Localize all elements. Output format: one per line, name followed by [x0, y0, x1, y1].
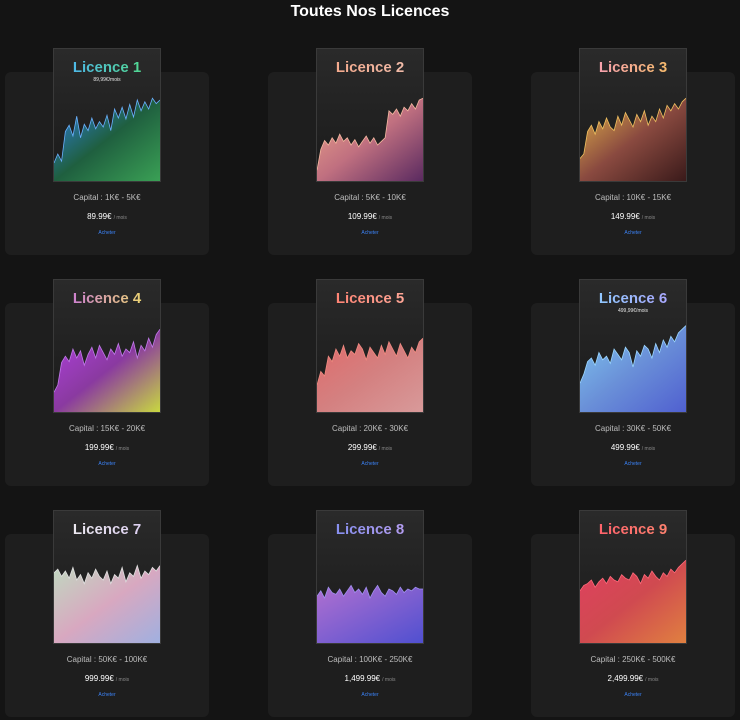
price-value: 299.99€ — [347, 443, 377, 452]
license-name: Licence 7 — [54, 521, 160, 539]
license-area-chart — [54, 49, 160, 181]
license-thumbnail: Licence 3 — [579, 48, 687, 182]
license-capital: Capital : 10K€ - 15K€ — [594, 193, 672, 202]
license-name: Licence 6 — [580, 290, 686, 308]
license-thumbnail: Licence 5 — [316, 279, 424, 413]
buy-button[interactable]: Acheter — [361, 230, 379, 236]
license-capital: Capital : 5K€ - 10K€ — [334, 193, 406, 202]
license-area-chart — [317, 511, 423, 643]
license-name: Licence 2 — [317, 59, 423, 77]
license-area-chart — [317, 49, 423, 181]
license-name: Licence 3 — [580, 59, 686, 77]
price-period: / mois — [645, 677, 659, 683]
series-line — [54, 328, 160, 393]
license-area-chart — [580, 511, 686, 643]
license-capital: Capital : 50K€ - 100K€ — [66, 655, 148, 664]
price-value: 1,499.99€ — [344, 674, 381, 683]
license-price: 299.99€ / mois — [268, 443, 472, 452]
license-subtitle: 499,99€/mois — [617, 308, 649, 314]
buy-button[interactable]: Acheter — [98, 692, 116, 698]
buy-button[interactable]: Acheter — [624, 692, 642, 698]
page-title: Toutes Nos Licences — [290, 3, 450, 20]
license-price: 2,499.99€ / mois — [531, 674, 735, 683]
license-thumbnail: Licence 1 89,99€/mois — [53, 48, 161, 182]
license-name: Licence 9 — [580, 521, 686, 539]
series-area — [580, 560, 686, 643]
series-area — [317, 98, 423, 181]
buy-button[interactable]: Acheter — [624, 461, 642, 467]
series-area — [54, 329, 160, 412]
license-price: 109.99€ / mois — [268, 212, 472, 221]
price-value: 2,499.99€ — [607, 674, 644, 683]
series-line — [317, 337, 423, 386]
series-line — [580, 97, 686, 159]
license-name: Licence 5 — [317, 290, 423, 308]
license-name: Licence 1 — [54, 59, 160, 77]
license-thumbnail: Licence 2 — [316, 48, 424, 182]
price-value: 89.99€ — [87, 212, 112, 221]
series-line — [580, 559, 686, 592]
buy-button[interactable]: Acheter — [98, 461, 116, 467]
license-area-chart — [54, 280, 160, 412]
price-period: / mois — [382, 677, 396, 683]
series-area — [580, 325, 686, 412]
license-area-chart — [54, 511, 160, 643]
price-value: 999.99€ — [84, 674, 114, 683]
series-line — [54, 564, 160, 585]
license-area-chart — [580, 280, 686, 412]
license-capital: Capital : 250K€ - 500K€ — [590, 655, 676, 664]
license-thumbnail: Licence 9 — [579, 510, 687, 644]
series-line — [317, 584, 423, 599]
license-capital: Capital : 30K€ - 50K€ — [594, 424, 672, 433]
buy-button[interactable]: Acheter — [361, 461, 379, 467]
license-name: Licence 8 — [317, 521, 423, 539]
license-name: Licence 4 — [54, 290, 160, 308]
license-capital: Capital : 100K€ - 250K€ — [327, 655, 413, 664]
license-price: 999.99€ / mois — [5, 674, 209, 683]
series-area — [54, 98, 160, 181]
series-line — [580, 325, 686, 384]
price-value: 109.99€ — [347, 212, 377, 221]
price-value: 199.99€ — [84, 443, 114, 452]
license-price: 199.99€ / mois — [5, 443, 209, 452]
license-thumbnail: Licence 7 — [53, 510, 161, 644]
price-period: / mois — [641, 446, 656, 452]
buy-button[interactable]: Acheter — [98, 230, 116, 236]
license-price: 149.99€ / mois — [531, 212, 735, 221]
series-area — [54, 565, 160, 643]
license-capital: Capital : 15K€ - 20K€ — [68, 424, 146, 433]
license-area-chart — [317, 280, 423, 412]
license-price: 89.99€ / mois — [5, 212, 209, 221]
license-price: 499.99€ / mois — [531, 443, 735, 452]
license-area-chart — [580, 49, 686, 181]
price-value: 149.99€ — [610, 212, 640, 221]
license-thumbnail: Licence 4 — [53, 279, 161, 413]
price-period: / mois — [113, 215, 127, 221]
series-line — [54, 97, 160, 164]
license-price: 1,499.99€ / mois — [268, 674, 472, 683]
price-period: / mois — [115, 446, 130, 452]
license-capital: Capital : 1K€ - 5K€ — [73, 193, 141, 202]
price-value: 499.99€ — [610, 443, 640, 452]
buy-button[interactable]: Acheter — [624, 230, 642, 236]
license-thumbnail: Licence 6 499,99€/mois — [579, 279, 687, 413]
series-area — [317, 585, 423, 643]
price-period: / mois — [378, 446, 393, 452]
price-period: / mois — [115, 677, 130, 683]
price-period: / mois — [641, 215, 656, 221]
buy-button[interactable]: Acheter — [361, 692, 379, 698]
series-line — [317, 97, 423, 171]
license-subtitle: 89,99€/mois — [93, 77, 121, 83]
license-capital: Capital : 20K€ - 30K€ — [331, 424, 409, 433]
license-thumbnail: Licence 8 — [316, 510, 424, 644]
price-period: / mois — [378, 215, 393, 221]
